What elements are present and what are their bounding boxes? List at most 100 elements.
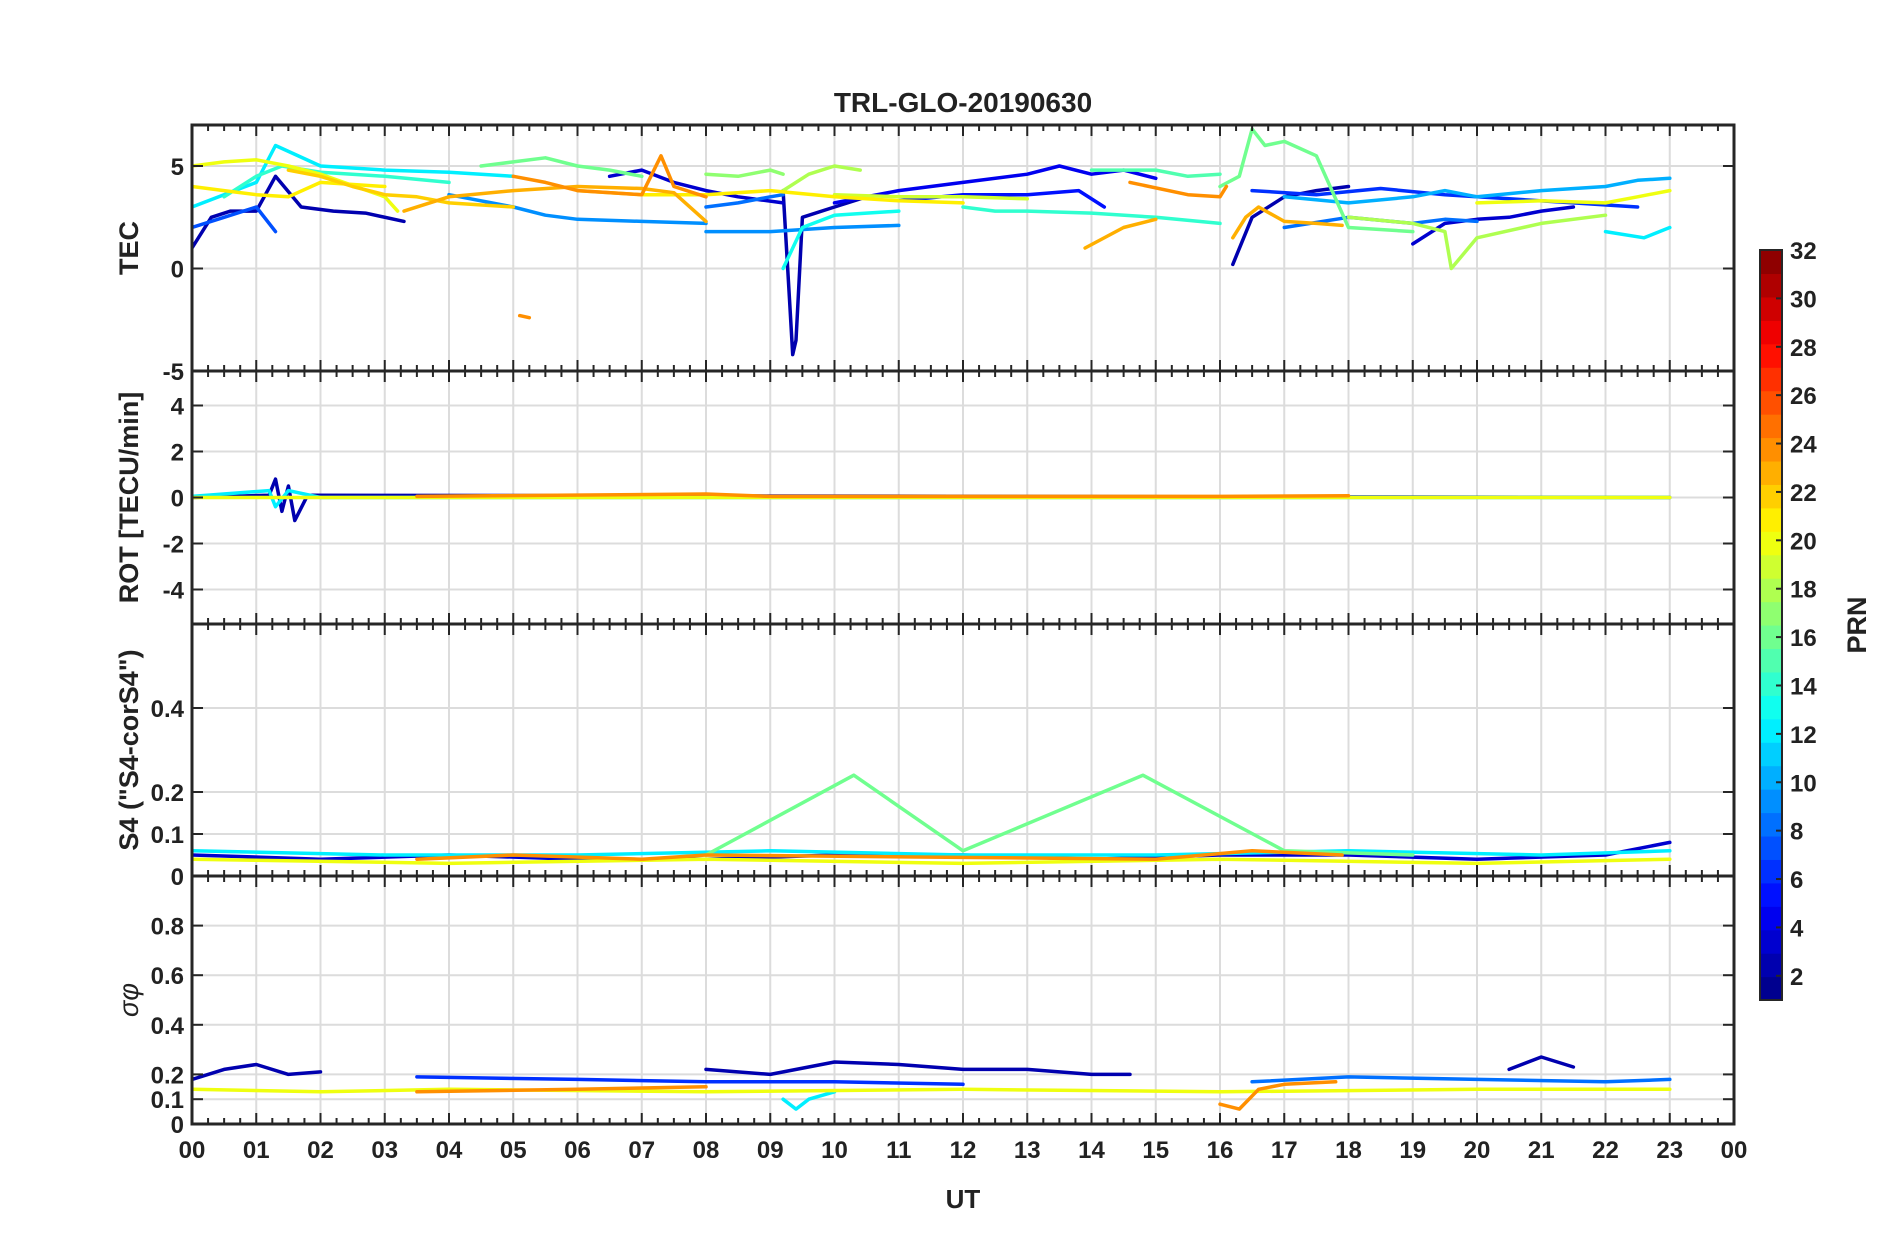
colorbar-bin [1760,414,1782,439]
series-line-prn-10 [1282,176,1672,205]
y-tick-label: 0 [171,1112,184,1139]
series-group [192,1055,1672,1111]
series-line-prn-2 [192,477,1672,523]
series-line-prn-7 [192,205,278,234]
y-tick-label: 5 [171,154,184,181]
x-tick-label: 19 [1399,1137,1426,1164]
chart-title: TRL-GLO-20190630 [834,87,1092,118]
series-line-prn-3 [607,168,785,205]
colorbar-bin [1760,296,1782,321]
x-tick-label: 23 [1656,1137,1683,1164]
series-line-prn-2 [704,1060,1132,1077]
series-line-prn-17 [704,168,785,179]
x-tick-label: 10 [821,1137,848,1164]
colorbar-tick-label: 12 [1790,722,1817,749]
series-line-prn-16 [479,156,644,179]
series-group [192,127,1672,357]
series-line-prn-21 [192,180,387,199]
y-tick-label: 0.4 [151,696,185,723]
series-line-prn-3 [1411,205,1576,246]
x-tick-label: 14 [1078,1137,1105,1164]
x-tick-label: 07 [628,1137,655,1164]
x-tick-label: 05 [500,1137,527,1164]
colorbar-bin [1760,367,1782,392]
series-line-prn-12 [1603,225,1672,240]
colorbar-tick-label: 30 [1790,286,1817,313]
series-group [192,477,1672,523]
colorbar-bin [1760,507,1782,532]
y-tick-label: 0.1 [151,1087,184,1114]
series-line-prn-23 [1231,205,1344,240]
series-line-prn-24 [1128,180,1229,199]
colorbar-bin [1760,953,1782,978]
colorbar-tick-label: 6 [1790,867,1803,894]
x-tick-label: 08 [693,1137,720,1164]
series-line-prn-2 [192,174,406,250]
series-line-prn-2 [781,188,869,357]
colorbar-label: PRN [1842,596,1872,653]
series-group [192,773,1672,866]
x-axis-label: UT [946,1184,981,1214]
x-tick-label: 06 [564,1137,591,1164]
series-line-prn-14 [961,205,1222,226]
colorbar-bin [1760,343,1782,368]
x-tick-label: 00 [179,1137,206,1164]
colorbar-tick-label: 24 [1790,432,1817,459]
colorbar-bin [1760,390,1782,415]
colorbar-tick-label: 4 [1790,915,1804,942]
y-tick-label: 2 [171,440,184,467]
y-axis-label-s4: S4 ("S4-corS4") [114,649,144,850]
colorbar-bin [1760,554,1782,579]
y-tick-label: 0.2 [151,780,184,807]
colorbar-bin [1760,765,1782,790]
y-tick-label: 0.6 [151,963,184,990]
x-tick-label: 02 [307,1137,334,1164]
colorbar-bin [1760,625,1782,650]
series-line-prn-16 [704,773,1415,857]
y-tick-label: -4 [163,578,185,605]
series-line-prn-24 [415,849,1344,861]
colorbar-bin [1760,671,1782,696]
colorbar-bin [1760,835,1782,860]
series-line-prn-20 [1475,188,1672,205]
colorbar-bin [1760,460,1782,485]
series-line-prn-6 [415,1075,965,1087]
series-line-prn-23 [1083,217,1158,250]
series-line-prn-19 [832,192,1030,201]
x-tick-label: 20 [1464,1137,1491,1164]
series-line-prn-22 [286,168,516,209]
colorbar-bin [1760,859,1782,884]
series-line-prn-23 [402,184,708,224]
y-tick-label: 0.4 [151,1013,185,1040]
panel-s4: 0 0.1 0.2 0.4 S4 ("S4-corS4") [114,622,1736,891]
colorbar-bin [1760,250,1782,275]
y-tick-label: 0 [171,257,184,284]
series-line-prn-2 [192,1062,323,1082]
x-tick-label: 18 [1335,1137,1362,1164]
colorbar-tick-label: 28 [1790,335,1817,362]
colorbar-bin [1760,578,1782,603]
series-line-prn-16 [1218,127,1415,234]
panel-sigma-phi: 00.10.2 0.4 0.6 0.8 σφ 00 01 02 03 04 05 06 07 08 09 10… [114,874,1747,1164]
series-line-prn-12 [192,143,516,209]
panel-tec: -5 0 5 TEC [114,123,1736,386]
series-line-prn-20 [192,857,1672,866]
colorbar-tick-label: 10 [1790,770,1817,797]
colorbar-bin [1760,976,1782,1001]
colorbar-tick-label: 2 [1790,964,1803,991]
colorbar-tick-label: 20 [1790,528,1817,555]
x-tick-label: 13 [1014,1137,1041,1164]
series-line-prn-18 [1346,213,1608,271]
series-line-prn-15 [1089,168,1222,179]
y-axis-label-tec: TEC [114,221,144,275]
colorbar-bin [1760,812,1782,837]
y-tick-label: 0 [171,486,184,513]
colorbar-bin [1760,789,1782,814]
colorbar-bin [1760,929,1782,954]
x-tick-label: 11 [886,1137,911,1164]
x-tick-label: 21 [1528,1137,1555,1164]
y-tick-label: -5 [163,359,184,386]
